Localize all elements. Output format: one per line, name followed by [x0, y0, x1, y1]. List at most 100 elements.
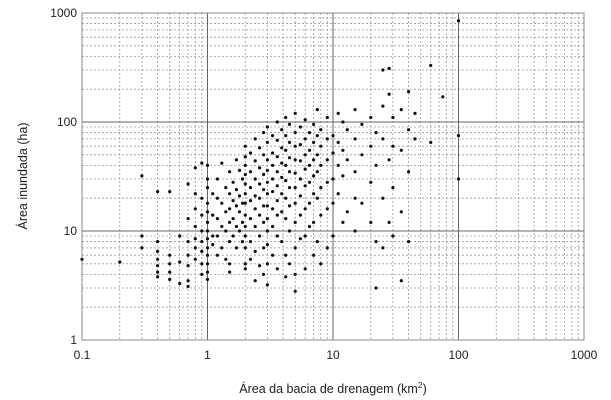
data-point — [262, 246, 266, 250]
data-point — [319, 213, 323, 217]
data-point — [178, 234, 182, 238]
data-point — [211, 243, 215, 247]
data-point — [224, 257, 228, 261]
data-point — [298, 194, 302, 198]
data-point — [265, 229, 269, 233]
major-gridlines — [82, 13, 584, 340]
data-point — [243, 213, 247, 217]
data-point — [262, 172, 266, 177]
data-point — [325, 246, 329, 250]
data-point — [228, 207, 232, 211]
data-point — [303, 118, 307, 122]
data-point — [369, 180, 373, 184]
data-point — [258, 182, 262, 186]
data-point — [374, 163, 378, 167]
data-point — [156, 270, 160, 274]
data-point — [243, 192, 247, 196]
data-point — [429, 63, 433, 68]
data-point — [331, 201, 335, 205]
data-point — [205, 270, 210, 274]
data-point — [315, 108, 319, 112]
data-point — [381, 196, 385, 200]
data-point — [211, 192, 215, 196]
data-point — [200, 229, 204, 233]
data-point — [186, 279, 190, 283]
data-point — [186, 264, 190, 268]
data-point — [118, 260, 122, 264]
data-point — [228, 170, 232, 174]
data-point — [331, 177, 335, 181]
data-point — [429, 140, 433, 144]
data-point — [234, 188, 238, 192]
x-axis-label: Área da bacia de drenagem (km2) — [239, 380, 426, 396]
y-tick-label: 100 — [57, 115, 77, 129]
data-point — [205, 277, 210, 281]
data-point — [271, 151, 275, 155]
data-point — [303, 184, 307, 188]
data-point — [265, 168, 269, 172]
data-point — [258, 146, 262, 150]
data-point — [186, 284, 190, 288]
data-point — [237, 210, 242, 214]
data-point — [391, 234, 395, 238]
data-point — [275, 155, 279, 159]
data-point — [319, 163, 323, 167]
data-point — [168, 277, 172, 281]
data-point — [220, 246, 224, 250]
data-point — [205, 229, 210, 233]
data-point — [315, 134, 319, 138]
data-point — [399, 279, 403, 283]
data-point — [293, 246, 297, 250]
data-point — [231, 180, 235, 184]
data-point — [234, 204, 238, 208]
data-point — [280, 192, 284, 196]
data-point — [205, 253, 210, 257]
data-point — [240, 177, 245, 181]
data-point — [287, 229, 292, 233]
data-point — [262, 131, 266, 135]
data-point — [413, 137, 417, 141]
data-point — [265, 158, 269, 162]
data-point — [307, 201, 312, 205]
data-point — [345, 128, 349, 132]
data-point — [200, 213, 204, 217]
data-point — [293, 220, 297, 224]
data-point — [253, 177, 257, 181]
data-point — [319, 262, 323, 266]
data-point — [287, 170, 292, 174]
data-point — [293, 201, 297, 205]
data-point — [275, 199, 279, 203]
data-point — [312, 140, 316, 144]
data-point — [399, 210, 403, 214]
data-point — [341, 174, 345, 178]
data-point — [156, 249, 160, 253]
data-point — [315, 196, 319, 200]
data-point — [200, 196, 204, 200]
data-point — [315, 153, 319, 157]
data-point — [186, 253, 190, 257]
data-point — [307, 131, 312, 135]
data-point — [387, 92, 391, 96]
data-point — [284, 217, 288, 221]
data-point — [298, 237, 302, 241]
data-point — [303, 153, 307, 157]
data-point — [234, 246, 238, 250]
data-point — [253, 279, 257, 283]
data-point — [319, 186, 323, 190]
data-point — [293, 186, 297, 190]
data-point — [336, 192, 340, 196]
data-point — [243, 144, 247, 148]
data-point — [387, 66, 391, 70]
y-axis-label: Área inundada (ha) — [15, 122, 30, 229]
data-point — [353, 137, 357, 141]
data-point — [456, 177, 461, 181]
x-tick-label: 1 — [204, 348, 211, 362]
data-point — [186, 240, 190, 244]
data-point — [287, 156, 292, 160]
data-point — [275, 213, 279, 217]
data-point — [271, 134, 275, 138]
data-point — [200, 240, 204, 244]
data-point — [399, 108, 403, 112]
data-point — [353, 108, 357, 112]
